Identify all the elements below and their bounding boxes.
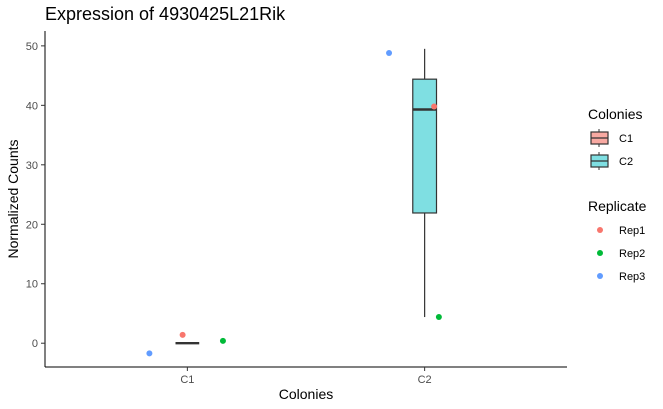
legend-label: Rep3: [619, 271, 645, 283]
legend-label: C1: [619, 133, 633, 145]
point-c1-rep3: [146, 350, 153, 357]
y-tick-label: 0: [32, 338, 38, 350]
legend-key-point: [597, 250, 603, 256]
x-tick-label: C1: [180, 374, 194, 386]
legend-key-point: [597, 273, 603, 279]
point-c2-rep3: [386, 50, 393, 57]
box-body: [412, 78, 438, 214]
legend-area: Colonies C1 C2 Replicate Rep1 Rep2 Rep3: [588, 106, 647, 283]
legend-label: C2: [619, 156, 633, 168]
point-c2-rep2: [435, 314, 442, 321]
y-axis-title: Normalized Counts: [5, 139, 21, 258]
y-tick-label: 10: [26, 279, 38, 291]
point-c2-rep1: [431, 103, 438, 110]
legend-title: Colonies: [588, 106, 642, 122]
legend-title: Replicate: [588, 198, 647, 214]
legend-label: Rep2: [619, 248, 645, 260]
point-c1-rep1: [179, 331, 186, 338]
legend-key-point: [597, 227, 603, 233]
y-tick-label: 50: [26, 41, 38, 53]
x-axis-title: Colonies: [279, 386, 333, 402]
y-tick-label: 30: [26, 160, 38, 172]
x-tick-label: C2: [418, 374, 432, 386]
y-tick-label: 20: [26, 219, 38, 231]
point-c1-rep2: [219, 337, 226, 344]
box-c2: [412, 48, 438, 318]
y-tick-label: 40: [26, 100, 38, 112]
plot-area: 0 10 20 30 40 50 C1 C2: [26, 31, 567, 386]
chart-title: Expression of 4930425L21Rik: [45, 4, 286, 24]
legend-label: Rep1: [619, 225, 645, 237]
